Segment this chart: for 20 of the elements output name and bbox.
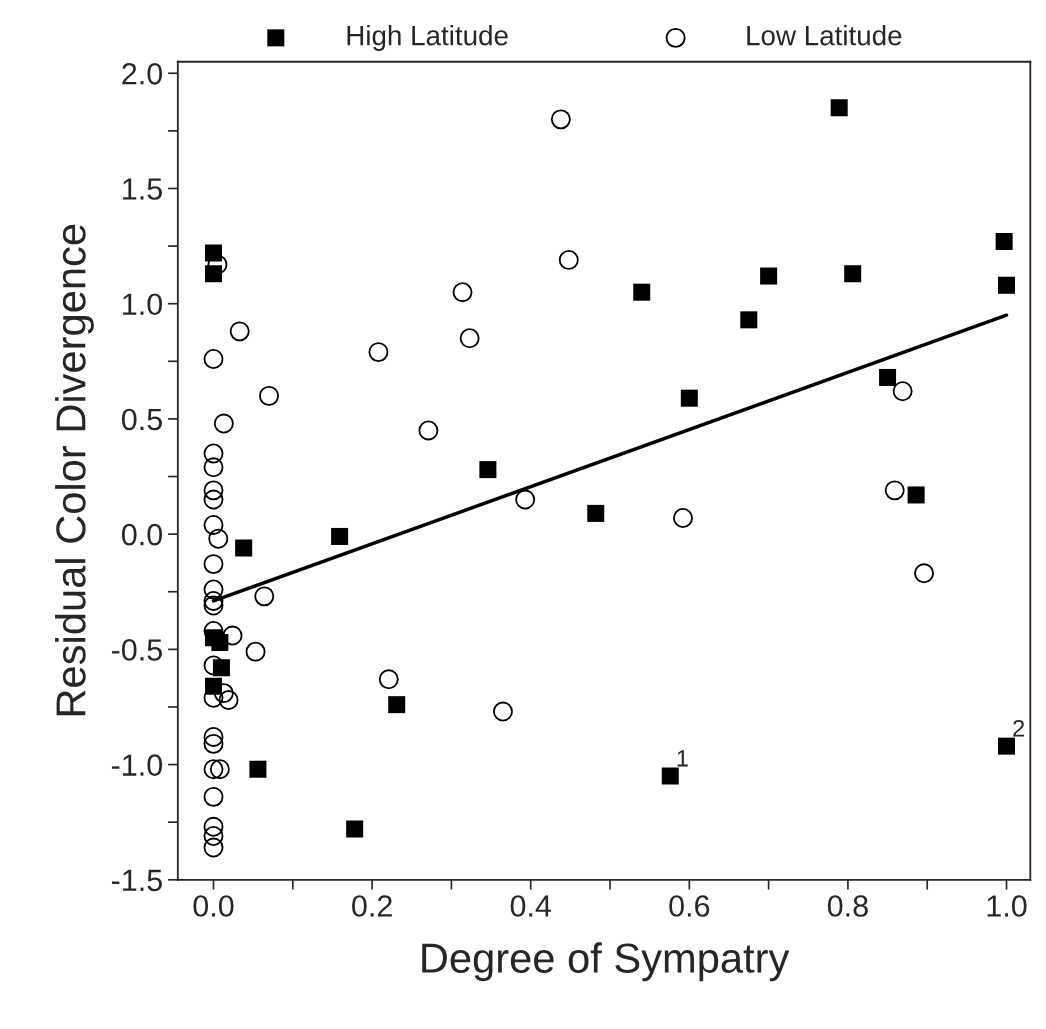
y-tick-label: -1.0 — [111, 754, 163, 776]
y-tick-label: -1.5 — [111, 869, 162, 892]
x-tick-label: 0.0 — [193, 895, 234, 917]
legend-label: Low Latitude — [747, 25, 902, 46]
y-tick-label: 1.0 — [123, 293, 163, 316]
y-tick-label: 0.5 — [121, 408, 162, 431]
annotation: 1 — [677, 750, 688, 767]
legend-label: High Latitude — [347, 25, 508, 51]
x-tick-label: 0.8 — [827, 895, 868, 917]
y-tick-label: 0.0 — [121, 523, 163, 546]
x-tick-label: 0.2 — [352, 895, 392, 917]
x-tick-label: 0.6 — [669, 895, 710, 917]
x-tick-label: 0.4 — [510, 895, 552, 917]
y-tick-label: -0.5 — [111, 639, 162, 661]
y-axis-title: Residual Color Divergence — [55, 224, 94, 716]
y-tick-label: 1.5 — [123, 178, 162, 200]
y-tick-label: 2.0 — [122, 63, 163, 85]
x-axis-title: Degree of Sympatry — [422, 942, 790, 982]
annotation: 2 — [1013, 719, 1025, 737]
x-tick-label: 1.0 — [987, 895, 1027, 917]
